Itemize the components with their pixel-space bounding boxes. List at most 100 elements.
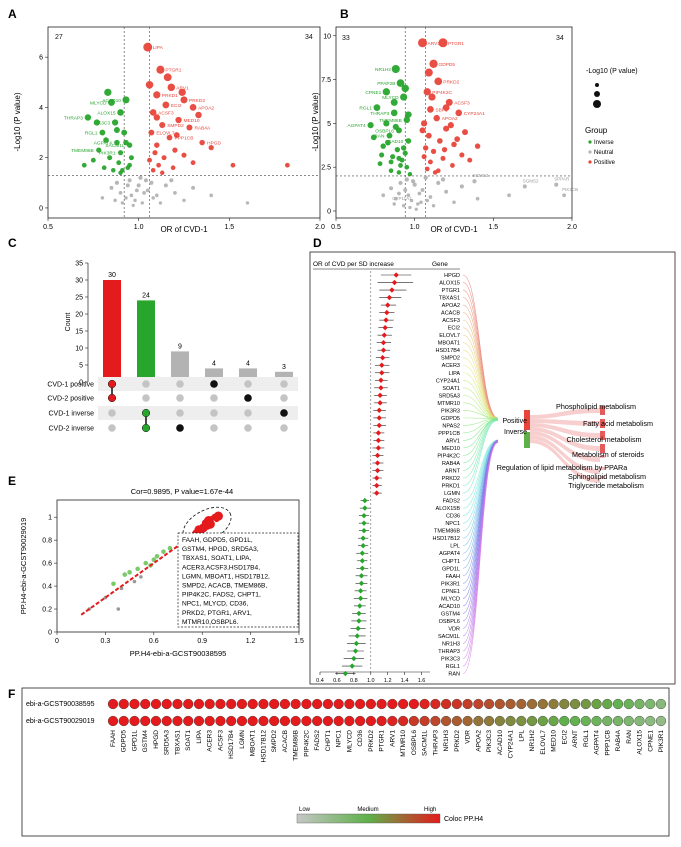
- panel-e: E Cor=0.9895, P value=1.67e-44 0 0.3 0.6 0.…: [8, 474, 304, 658]
- dot-row2: [322, 715, 334, 727]
- matrix-dot-empty: [244, 380, 252, 388]
- gene-label: PIK3R1: [441, 581, 460, 587]
- gene-label-inverse: PPAP2B: [377, 81, 395, 87]
- gene-column-label: ACSF3: [217, 730, 224, 751]
- gene-column-label: MLYCD: [346, 730, 353, 753]
- sankey-link: [462, 442, 499, 674]
- y-tick-label: 0.4: [42, 584, 52, 591]
- point-grey: [132, 579, 137, 584]
- or-point: [359, 550, 365, 556]
- callout-line: LGMN, MBOAT1, HSD17B12,: [182, 573, 270, 580]
- dot-row2: [591, 715, 602, 727]
- or-point: [349, 663, 355, 669]
- panel-d-letter: D: [313, 236, 322, 250]
- gene-label: OSBPL6: [439, 619, 460, 625]
- point-positive: [150, 167, 156, 173]
- or-point: [374, 460, 381, 466]
- dot-row1: [612, 698, 624, 710]
- gene-label: THRAP3: [438, 649, 460, 655]
- gene-column-label: GSTM4: [142, 730, 149, 753]
- gene-label-positive: ECI2: [171, 103, 182, 109]
- point-neutral: [522, 184, 527, 189]
- gene-label: RAB4A: [442, 461, 460, 467]
- legend-size-small: [595, 83, 599, 87]
- panel-b-count-left: 33: [342, 35, 350, 42]
- point-neutral: [173, 191, 177, 195]
- point-grey: [116, 607, 121, 611]
- point-positive: [467, 157, 473, 163]
- bar-value: 4: [246, 360, 250, 367]
- gene-label: CHPT1: [442, 559, 460, 565]
- y-tick-label: 10: [75, 346, 83, 353]
- point-positive: [172, 147, 178, 153]
- point-positive: [147, 157, 152, 163]
- point-neutral: [124, 196, 128, 200]
- point-inverse: [117, 150, 124, 156]
- point-positive: [149, 109, 157, 116]
- dot-row2: [129, 715, 140, 727]
- pathway-block: [600, 476, 605, 479]
- gene-label: ALOX15B: [436, 506, 461, 512]
- point-neutral: [392, 202, 396, 206]
- point-green: [122, 572, 128, 577]
- colorbar-low: Low: [299, 807, 311, 813]
- x-tick-label: 1.5: [294, 638, 304, 645]
- gene-label-positive: ARV1: [428, 41, 441, 47]
- point-inverse: [121, 129, 128, 136]
- point-positive: [420, 120, 428, 127]
- or-point: [391, 279, 398, 286]
- y-tick-label: 10: [323, 33, 331, 40]
- point-positive: [154, 142, 160, 148]
- or-point: [379, 362, 385, 368]
- point-neutral: [403, 187, 408, 192]
- gene-column-label: FADS2: [314, 730, 321, 751]
- panel-a: A 0.5 1.0 1.5 2.0 0 2 4 6 27 34 OR of CVD-1 -Lo…: [8, 7, 325, 234]
- point-neutral: [428, 195, 433, 199]
- point-neutral: [404, 177, 409, 182]
- gene-label: NPAS2: [442, 423, 460, 429]
- gene-column-label: ACAD10: [497, 730, 504, 756]
- or-point: [376, 415, 382, 421]
- point-positive: [160, 170, 165, 175]
- gene-label-positive: PRKD1: [162, 93, 178, 99]
- sankey-link: [462, 440, 499, 509]
- point-positive: [424, 166, 430, 172]
- set-label: CVD-1 inverse: [48, 411, 94, 418]
- dot-row1: [355, 698, 366, 710]
- sankey-link: [462, 364, 499, 419]
- forest-header-or: OR of CVD per SD increase: [313, 261, 394, 268]
- matrix-dot-empty: [244, 424, 252, 432]
- gene-column-label: ELOVL7: [540, 730, 547, 755]
- gene-column-label: THRAP3: [432, 730, 439, 756]
- y-tick-label: 25: [75, 295, 83, 302]
- dot-row2: [462, 715, 473, 727]
- point-neutral: [398, 180, 403, 186]
- panel-e-letter: E: [8, 474, 16, 488]
- sankey-link: [462, 420, 499, 494]
- gene-label-positive: LIPA: [153, 45, 164, 51]
- point-positive: [143, 42, 153, 52]
- y-tick-label: 35: [75, 261, 83, 268]
- pathway-block: [600, 406, 605, 415]
- dot-row2: [355, 715, 366, 727]
- gene-label-inverse: ACAD10: [385, 139, 404, 145]
- colorbar-title: Coloc PP.H4: [444, 816, 483, 823]
- dot-row1: [269, 698, 280, 710]
- gene-label-positive: PRKD2: [189, 98, 205, 104]
- point-inverse: [111, 167, 116, 173]
- matrix-dot-empty: [210, 424, 218, 432]
- gene-column-label: MTMR10: [400, 730, 407, 757]
- direction-block-inverse: [524, 432, 530, 448]
- point-positive: [156, 65, 165, 74]
- sankey-link: [462, 440, 499, 644]
- pathway-block: [600, 455, 605, 458]
- pathway-label: Fatty acid metabolism: [583, 419, 653, 428]
- point-neutral: [154, 193, 159, 198]
- gene-column-label: TMEM86B: [293, 730, 300, 761]
- x-tick-label: 1.5: [488, 224, 498, 231]
- point-positive: [159, 121, 166, 129]
- gene-label: LIPA: [448, 371, 460, 377]
- or-point: [342, 670, 349, 677]
- point-inverse: [117, 109, 124, 116]
- dot-row2: [612, 715, 624, 727]
